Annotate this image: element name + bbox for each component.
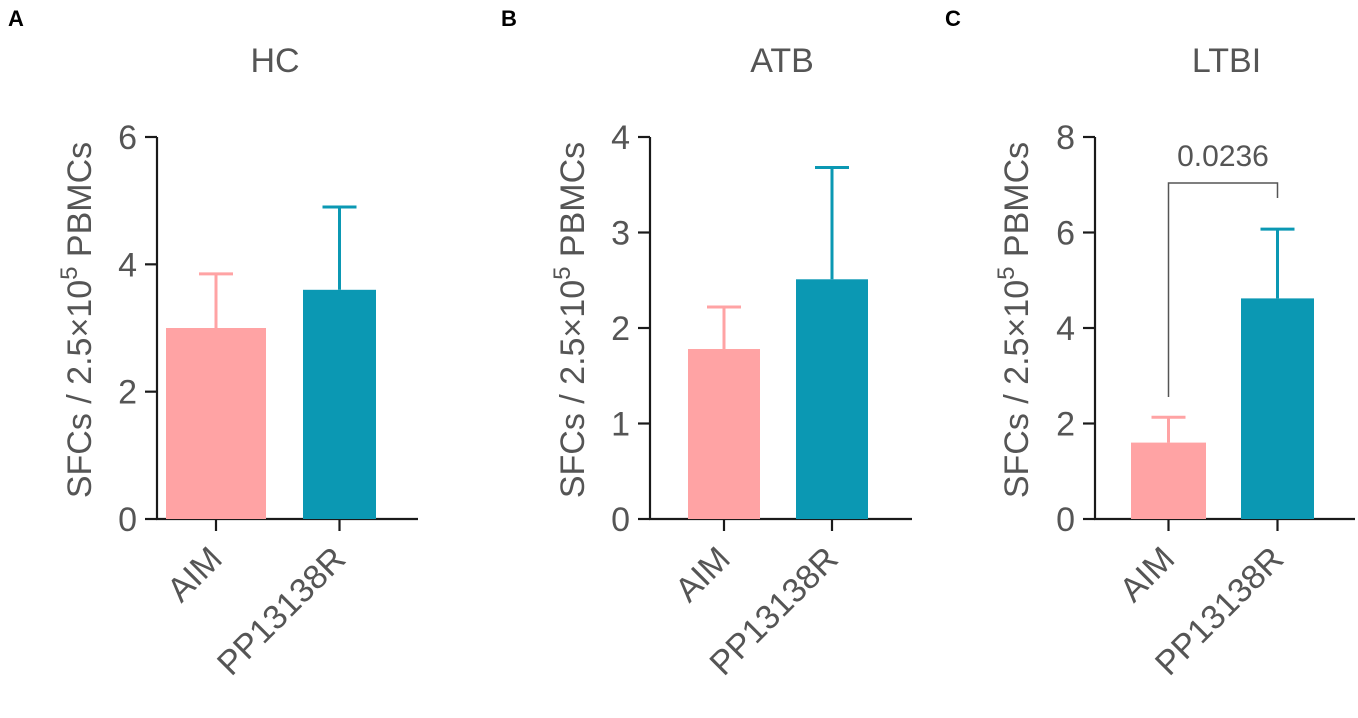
significance-bracket (1167, 182, 1279, 397)
y-tick-label: 0 (1056, 501, 1075, 539)
y-axis-label: SFCs / 2.5×105 PBMCs (993, 142, 1036, 498)
panel-letter: B (501, 6, 517, 31)
y-tick-label: 2 (611, 310, 630, 348)
significance-label: 0.0236 (1177, 140, 1269, 173)
y-tick-label: 2 (1056, 406, 1075, 444)
y-axis-label: SFCs / 2.5×105 PBMCs (56, 142, 99, 498)
y-tick-label: 0 (118, 501, 137, 539)
panel-title: ATB (750, 42, 814, 80)
y-tick-label: 6 (118, 119, 137, 157)
panel-title: HC (250, 42, 299, 80)
panel-letter: C (945, 6, 961, 31)
y-tick-label: 4 (118, 246, 137, 284)
bar-aim (166, 328, 266, 519)
y-tick-label: 2 (118, 374, 137, 412)
y-tick-label: 3 (611, 215, 630, 253)
bar-aim (1131, 442, 1206, 519)
y-tick-label: 6 (1056, 215, 1075, 253)
y-tick-label: 0 (611, 501, 630, 539)
bar-pp13138r (303, 289, 376, 519)
panel-letter: A (8, 6, 24, 31)
y-tick-label: 4 (611, 119, 630, 157)
panel-title: LTBI (1192, 42, 1261, 80)
bar-pp13138r (1241, 298, 1314, 519)
x-category-label: PP13138R (210, 540, 353, 683)
bar-pp13138r (796, 279, 868, 519)
y-tick-label: 1 (611, 406, 630, 444)
x-category-label: AIM (1113, 540, 1183, 610)
x-category-label: AIM (668, 540, 738, 610)
bar-aim (688, 349, 760, 519)
y-tick-label: 8 (1056, 119, 1075, 157)
y-tick-label: 4 (1056, 310, 1075, 348)
y-axis-label: SFCs / 2.5×105 PBMCs (549, 142, 592, 498)
x-category-label: AIM (160, 540, 230, 610)
